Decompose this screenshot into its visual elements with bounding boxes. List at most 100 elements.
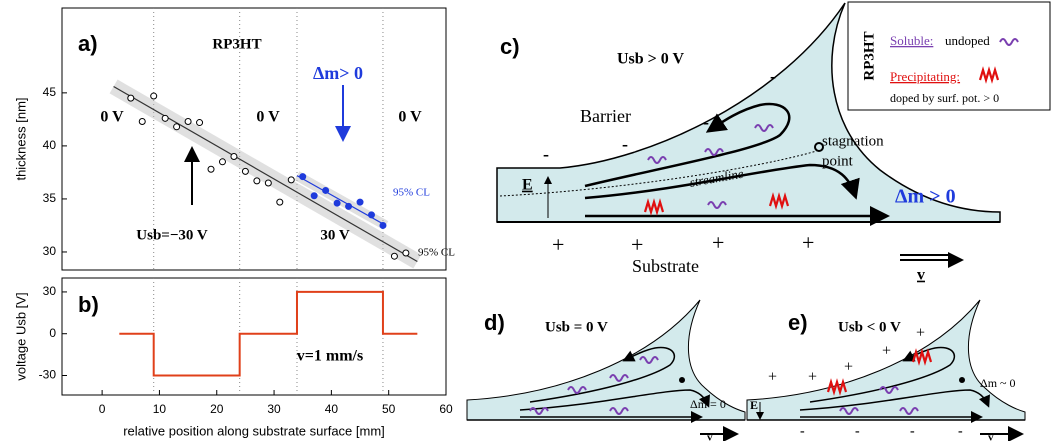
fluid [496,2,1001,223]
point [173,123,181,131]
sign: - [800,424,805,439]
sign: - [910,424,915,439]
x-tick-label: 30 [267,402,281,416]
point [230,153,238,161]
label: v [707,432,713,441]
point [287,176,295,184]
y-tick-label: 35 [43,191,57,205]
stagnation-point [679,377,685,383]
sign: - [958,424,963,439]
panel-label: a) [78,31,98,56]
point [345,202,353,210]
label: v [988,432,994,441]
point [333,199,341,207]
point [322,186,330,194]
label: v [917,267,925,284]
annotation: 30 V [320,227,349,243]
y-tick-label: 0 [49,326,56,340]
point [390,252,398,260]
condition: Usb > 0 V [617,51,685,68]
condition: Usb < 0 V [838,319,901,335]
charts: 30 35 40 45 thickness [nm] a) RP3HT Δm> 0 0 V 0 V… [13,7,455,438]
legend-label: undoped [945,33,990,48]
sign: - [622,134,628,154]
annotation: 0 V [398,109,422,126]
sign: + [844,359,853,376]
result: Δm = 0 [690,397,726,411]
streamline [584,102,791,188]
sign: + [712,230,724,255]
label: Barrier [580,106,631,126]
fluid [466,299,746,421]
x-tick-label: 60 [439,402,453,416]
point [218,158,226,166]
chart-title: RP3HT [212,36,261,52]
point [138,117,146,125]
label: E [750,398,758,412]
diagram-c: c) Usb > 0 V Barrier - - - - stagnation … [496,1,1051,284]
label: stagnation [822,133,884,149]
y-tick-label: -30 [39,368,57,382]
point [367,211,375,219]
point [356,198,364,206]
point [402,249,410,257]
label: E [522,177,533,194]
sign: + [552,232,564,257]
point [161,114,169,122]
legend [847,1,1051,111]
x-axis-label: relative position along substrate surfac… [123,423,385,438]
annotation: v=1 mm/s [297,348,363,365]
streamline [799,389,990,411]
x-tick-label: 20 [210,402,224,416]
point [196,119,204,127]
plot-frame [61,277,447,396]
sign: - [703,112,709,132]
point [310,192,318,200]
streamline [584,163,860,200]
sign: - [770,66,776,86]
sign: + [768,369,777,386]
fluid [746,299,1026,421]
diagram-d: d) Usb = 0 V Δm = 0 v [466,299,746,441]
plot-frame [61,7,447,271]
stagnation-point [814,142,824,152]
sign: + [808,369,817,386]
sign: - [855,424,860,439]
streamline [519,389,710,411]
annotation: 95% CL [418,247,455,259]
point [253,177,261,185]
y-tick-label: 30 [43,244,57,258]
y-axis-label: voltage Usb [V] [13,292,28,380]
panel-label: d) [484,310,505,335]
annotation: 0 V [256,109,280,126]
point [299,173,307,181]
legend-label: doped by surf. pot. > 0 [890,91,999,105]
x-tick-label: 50 [382,402,396,416]
label: point [822,153,854,169]
streamline [529,346,676,403]
panel-label: e) [788,310,808,335]
point [207,165,215,173]
x-tick-label: 0 [99,402,106,416]
sign: + [916,325,925,342]
point [150,92,158,100]
annotation: 95% CL [393,187,430,199]
y-tick-label: 30 [43,284,57,298]
point [127,94,135,102]
point [276,198,284,206]
y-tick-label: 45 [43,85,57,99]
sign: + [882,343,891,360]
stagnation-point [959,377,965,383]
result: Δm ~ 0 [980,376,1016,390]
legend-label: Soluble: [890,33,933,48]
panel-label: b) [78,292,99,317]
line [119,290,418,377]
legend-title: RP3HT [861,31,877,80]
panel-label: c) [500,34,520,59]
x-tick-label: 10 [153,402,167,416]
sign: + [631,232,643,257]
point [241,167,249,175]
diagram-e: e) Usb < 0 V + + + + + Δm ~ 0 E - - - - … [746,299,1026,441]
sign: - [543,144,549,164]
